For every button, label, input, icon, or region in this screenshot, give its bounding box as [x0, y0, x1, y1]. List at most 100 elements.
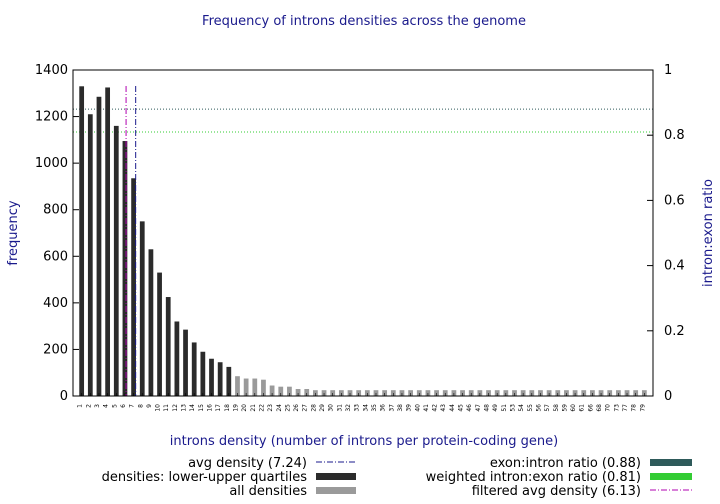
legend-exon-intron-label: exon:intron ratio (0.88)	[490, 456, 641, 471]
x-tick-label: 36	[380, 404, 387, 412]
x-tick-label: 49	[492, 404, 499, 412]
x-tick-label: 15	[198, 404, 205, 412]
legend-weighted-swatch	[650, 473, 692, 480]
bar	[105, 87, 111, 396]
legend-quartiles-swatch	[316, 473, 356, 480]
y2-tick-label: 0.4	[664, 259, 685, 274]
y2-axis-label: intron:exon ratio	[701, 179, 716, 287]
x-tick-label: 13	[181, 404, 188, 412]
x-tick-label: 27	[302, 404, 309, 412]
legend-all-swatch	[316, 487, 356, 494]
x-tick-label: 48	[484, 404, 491, 412]
bar	[191, 342, 197, 396]
y-tick-label: 1200	[35, 110, 68, 125]
x-tick-label: 46	[466, 404, 473, 412]
x-tick-label: 70	[605, 404, 612, 412]
legend-filtered-label: filtered avg density (6.13)	[472, 484, 641, 499]
x-tick-label: 47	[475, 404, 482, 412]
x-tick-label: 23	[267, 404, 274, 412]
bar	[183, 329, 188, 396]
x-tick-label: 77	[622, 404, 629, 412]
chart-title: Frequency of introns densities across th…	[202, 14, 526, 29]
y2-tick-label: 1	[664, 63, 672, 78]
x-tick-label: 12	[172, 404, 179, 412]
x-tick-label: 16	[207, 404, 214, 412]
bar	[217, 362, 223, 396]
bar	[139, 221, 145, 396]
x-tick-label: 73	[613, 404, 620, 412]
x-tick-label: 33	[354, 404, 361, 412]
x-tick-label: 14	[189, 404, 196, 412]
x-tick-label: 5	[111, 404, 118, 408]
bar	[148, 249, 154, 396]
bar	[209, 358, 214, 396]
y-tick-label: 800	[43, 203, 68, 218]
bar	[252, 378, 258, 396]
y-tick-label: 1400	[35, 63, 68, 78]
y2-tick-label: 0.6	[664, 193, 685, 208]
x-tick-label: 3	[94, 404, 101, 408]
x-ticks: 1 2 3 4 5 6 7 8 9 10 11 12 13 14 15 16 17 18 19 20 21 22 23 24 2…	[77, 393, 646, 412]
x-tick-label: 60	[570, 404, 577, 412]
x-tick-label: 54	[518, 404, 525, 412]
vertical-markers	[125, 86, 137, 396]
bar	[122, 141, 128, 396]
x-tick-label: 37	[388, 404, 395, 412]
bars	[79, 86, 647, 397]
x-tick-label: 53	[509, 404, 516, 412]
legend-weighted-label: weighted intron:exon ratio (0.81)	[426, 470, 641, 485]
bar	[174, 321, 180, 396]
x-tick-label: 39	[406, 404, 413, 412]
x-tick-label: 19	[232, 404, 239, 412]
legend-quartiles-label: densities: lower-upper quartiles	[102, 470, 308, 485]
x-tick-label: 34	[362, 404, 369, 412]
x-tick-label: 20	[241, 404, 248, 412]
x-tick-label: 30	[328, 404, 335, 412]
y-tick-label: 1000	[35, 156, 68, 171]
x-tick-label: 21	[250, 404, 257, 412]
x-tick-label: 45	[458, 404, 465, 412]
bar	[131, 178, 136, 396]
x-tick-label: 22	[258, 404, 265, 412]
bar	[269, 385, 275, 396]
x-tick-label: 28	[310, 404, 317, 412]
x-tick-label: 32	[345, 404, 352, 412]
y-ticks: 0 200 400 600 800 1000 1200 1400	[35, 63, 79, 404]
x-tick-label: 44	[449, 404, 456, 412]
legend-avg-label: avg density (7.24)	[188, 456, 307, 471]
x-tick-label: 6	[120, 404, 127, 408]
x-tick-label: 7	[129, 404, 136, 408]
x-tick-label: 2	[85, 404, 92, 408]
bar	[79, 86, 85, 397]
plot-frame	[72, 69, 654, 397]
bar	[235, 376, 240, 396]
x-tick-label: 8	[137, 404, 144, 408]
x-tick-label: 41	[423, 404, 430, 412]
y-tick-label: 400	[43, 296, 68, 311]
x-tick-label: 18	[224, 404, 231, 412]
bar	[261, 379, 266, 396]
x-tick-label: 66	[587, 404, 594, 412]
x-tick-label: 4	[103, 404, 110, 408]
y2-tick-label: 0.2	[664, 324, 685, 339]
x-tick-label: 38	[397, 404, 404, 412]
x-tick-label: 1	[77, 404, 84, 408]
bar	[113, 125, 119, 396]
y2-tick-label: 0	[664, 389, 672, 404]
y-tick-label: 0	[60, 389, 68, 404]
y-tick-label: 200	[43, 342, 68, 357]
x-tick-label: 10	[155, 404, 162, 412]
x-tick-label: 40	[414, 404, 421, 412]
bar	[96, 96, 102, 397]
legend-exon-intron-swatch	[650, 459, 692, 466]
x-tick-label: 78	[631, 404, 638, 412]
x-tick-label: 55	[527, 404, 534, 412]
y2-tick-label: 0.8	[664, 128, 685, 143]
x-tick-label: 58	[553, 404, 560, 412]
x-tick-label: 9	[146, 404, 153, 408]
x-tick-label: 79	[639, 404, 646, 412]
bar	[200, 351, 206, 396]
bar	[165, 297, 171, 396]
bar	[157, 272, 162, 396]
